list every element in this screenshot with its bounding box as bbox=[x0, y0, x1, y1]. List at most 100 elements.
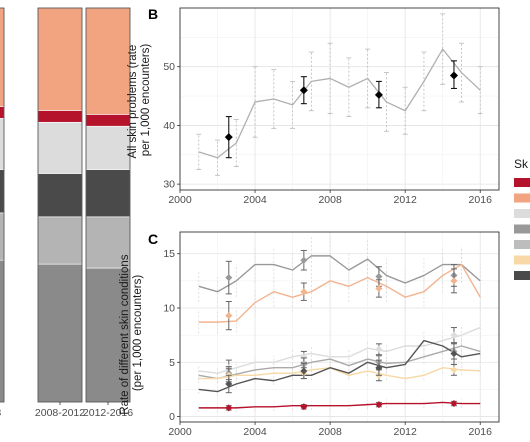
series-line-2 bbox=[198, 326, 481, 374]
panel-b-axes: 2000 2004 2008 2012 2016 30 40 50 bbox=[163, 7, 500, 206]
x-tick-label: 2008 bbox=[318, 426, 342, 438]
period-point-5 bbox=[450, 350, 458, 358]
period-point-2 bbox=[450, 331, 458, 339]
legend: Sk bbox=[514, 157, 530, 280]
bar-outline-2004-2008 bbox=[0, 7, 5, 403]
bar-segment-2012-2016-2 bbox=[85, 169, 131, 218]
panel-b-y-axis-title-line2: per 1,000 encounters) bbox=[140, 44, 152, 157]
y-tick-label: 50 bbox=[163, 61, 175, 73]
period-point-6 bbox=[300, 403, 308, 411]
x-tick-label: 2008 bbox=[318, 194, 342, 206]
panel-c-series bbox=[198, 255, 481, 409]
plot-border bbox=[179, 231, 500, 423]
x-tick-label: 2016 bbox=[469, 426, 493, 438]
legend-swatch-5 bbox=[514, 255, 530, 265]
panel-b-period-points bbox=[224, 60, 458, 159]
panel-b-series bbox=[198, 48, 481, 159]
series-line-all bbox=[198, 48, 481, 159]
panel-c-y-axis-title-line2: (per 1,000 encounters) bbox=[132, 275, 144, 392]
period-point-6 bbox=[450, 400, 458, 408]
series-line-1 bbox=[198, 263, 481, 323]
period-point-1 bbox=[450, 277, 458, 285]
panel-c-y-axis-title-line1: Rate of different skin conditions bbox=[119, 254, 131, 414]
series-line-0 bbox=[198, 255, 481, 293]
period-point-4 bbox=[450, 366, 458, 374]
bar-segment-2012-2016-4 bbox=[85, 114, 131, 127]
panel-b-letter: B bbox=[148, 6, 158, 22]
period-point-2 bbox=[375, 345, 383, 353]
panel-c-letter: C bbox=[148, 231, 158, 247]
period-point-6 bbox=[225, 404, 233, 412]
bar-segment-2004-2008-2 bbox=[0, 169, 5, 214]
bar-segment-2004-2008-5 bbox=[0, 7, 5, 107]
period-point-all bbox=[374, 90, 383, 99]
panel-a-x-tick-label: 04-2008 bbox=[0, 407, 1, 419]
bar-segment-2012-2016-0 bbox=[85, 267, 131, 403]
legend-swatch-4 bbox=[514, 240, 530, 249]
legend-swatch-1 bbox=[514, 193, 530, 203]
x-tick-label: 2000 bbox=[168, 194, 192, 206]
legend-swatch-3 bbox=[514, 224, 530, 234]
period-point-1 bbox=[375, 284, 383, 292]
period-point-0 bbox=[375, 273, 383, 281]
y-tick-label: 40 bbox=[163, 120, 175, 132]
y-tick-label: 10 bbox=[163, 303, 175, 315]
x-tick-label: 2004 bbox=[243, 194, 267, 206]
period-point-5 bbox=[300, 367, 308, 375]
bar-segment-2004-2008-0 bbox=[0, 259, 5, 403]
period-point-all bbox=[299, 86, 308, 95]
bar-segment-2008-2012-4 bbox=[37, 110, 83, 123]
x-tick-label: 2000 bbox=[168, 426, 192, 438]
period-point-all bbox=[449, 71, 458, 80]
panel-c-grid bbox=[179, 232, 499, 422]
period-point-1 bbox=[225, 312, 233, 320]
panel-a-x-tick-label: 2008-2012 bbox=[35, 407, 85, 419]
y-tick-label: 5 bbox=[169, 357, 175, 369]
x-tick-label: 2004 bbox=[243, 426, 267, 438]
x-tick-label: 2012 bbox=[393, 194, 417, 206]
period-point-5 bbox=[375, 364, 383, 372]
panel-b-y-axis-title-line1: All skin problems (rate bbox=[127, 45, 139, 159]
panel-b-line-chart: B 2000 2004 2008 2012 2016 30 40 50 All skin pr… bbox=[127, 6, 500, 206]
series-line-5 bbox=[198, 339, 481, 393]
legend-title: Sk bbox=[514, 157, 529, 171]
panel-a-x-tick-label: 2012-2016 bbox=[83, 407, 133, 419]
bar-segment-2004-2008-1 bbox=[0, 212, 5, 261]
period-point-1 bbox=[300, 288, 308, 296]
bar-segment-2012-2016-3 bbox=[85, 125, 131, 170]
period-point-2 bbox=[300, 353, 308, 361]
bar-segment-2008-2012-3 bbox=[37, 121, 83, 174]
legend-swatches bbox=[514, 178, 530, 280]
series-line-4 bbox=[198, 367, 481, 380]
period-point-0 bbox=[225, 274, 233, 282]
series-line-3 bbox=[198, 345, 481, 380]
panel-b-grid bbox=[179, 7, 499, 190]
y-tick-label: 0 bbox=[169, 411, 175, 423]
panel-b-y-axis-title: All skin problems (rate per 1,000 encoun… bbox=[127, 42, 152, 159]
legend-swatch-6 bbox=[514, 271, 530, 280]
legend-swatch-0 bbox=[514, 178, 530, 187]
period-point-5 bbox=[225, 380, 233, 388]
bar-segment-2004-2008-3 bbox=[0, 118, 5, 170]
panel-c-period-points bbox=[225, 249, 458, 412]
panel-c-line-chart: C 2000 2004 2008 2012 2016 0 5 10 15 Rate of dif… bbox=[119, 231, 500, 438]
legend-swatch-2 bbox=[514, 209, 530, 218]
x-tick-label: 2012 bbox=[393, 426, 417, 438]
period-point-6 bbox=[375, 401, 383, 409]
panel-c-axes: 2000 2004 2008 2012 2016 0 5 10 15 bbox=[163, 231, 500, 438]
bar-segment-2012-2016-5 bbox=[85, 7, 131, 115]
plot-border bbox=[179, 7, 500, 191]
bar-segment-2008-2012-2 bbox=[37, 173, 83, 218]
y-tick-label: 30 bbox=[163, 179, 175, 191]
bar-segment-2008-2012-5 bbox=[37, 7, 83, 111]
bar-segment-2008-2012-0 bbox=[37, 263, 83, 403]
bar-segment-2008-2012-1 bbox=[37, 216, 83, 265]
bar-segment-2004-2008-4 bbox=[0, 106, 5, 119]
panel-b-error-bars bbox=[196, 13, 483, 176]
x-tick-label: 2016 bbox=[469, 194, 493, 206]
period-point-0 bbox=[300, 256, 308, 264]
period-point-all bbox=[224, 133, 233, 142]
y-tick-label: 15 bbox=[163, 248, 175, 260]
